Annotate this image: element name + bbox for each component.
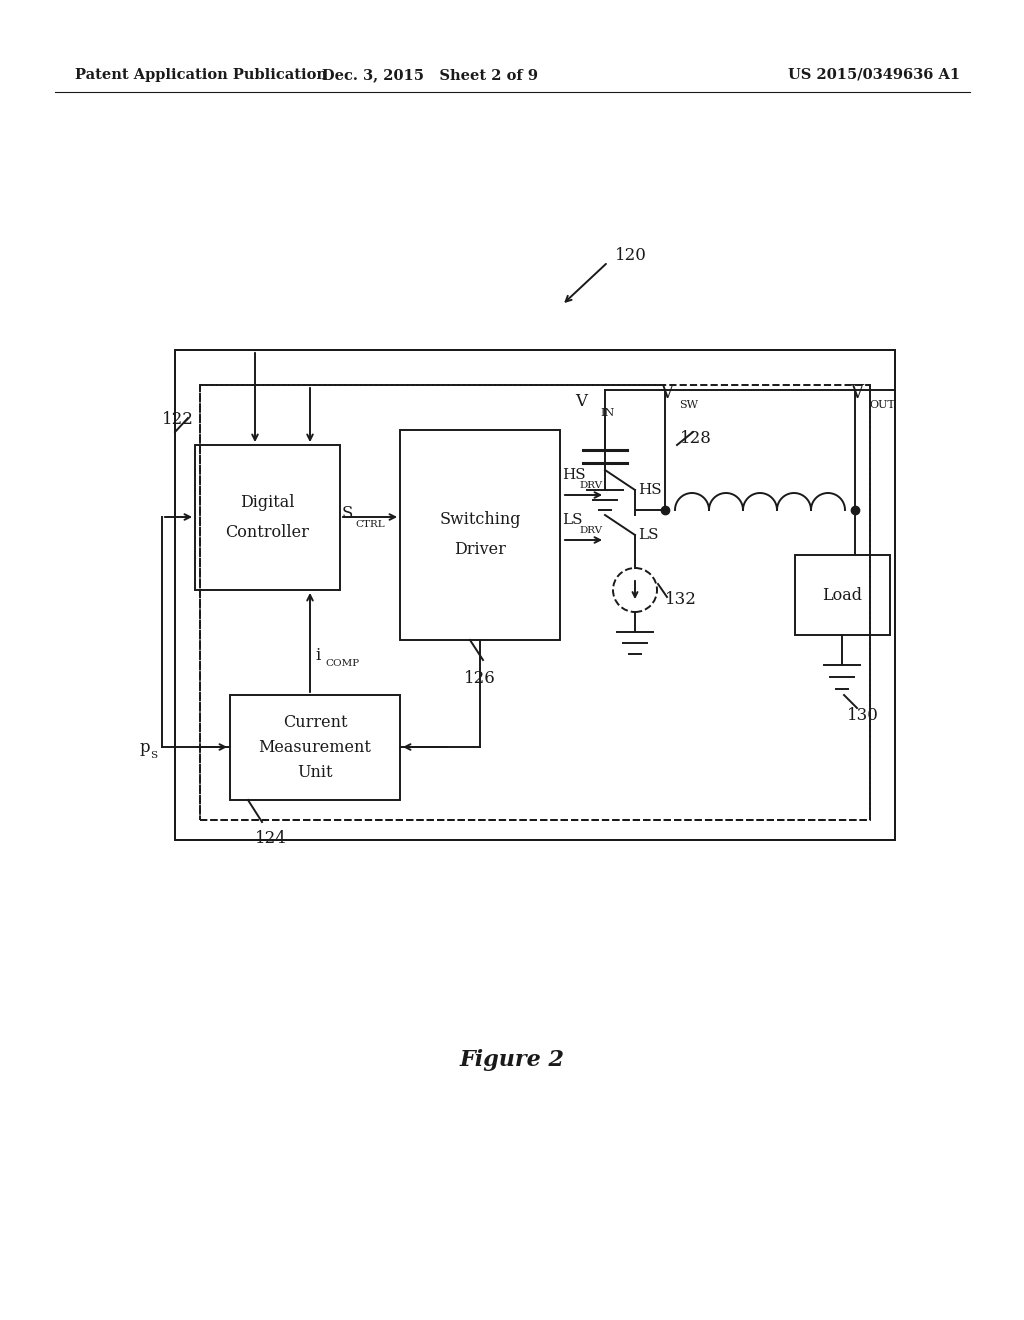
Text: Figure 2: Figure 2 bbox=[460, 1049, 564, 1071]
Text: CTRL: CTRL bbox=[355, 520, 385, 529]
Text: LS: LS bbox=[638, 528, 658, 543]
Text: S: S bbox=[342, 506, 353, 521]
Text: HS: HS bbox=[638, 483, 662, 498]
Text: OUT: OUT bbox=[869, 400, 895, 411]
Text: SW: SW bbox=[679, 400, 698, 411]
Text: 130: 130 bbox=[847, 706, 879, 723]
Text: 122: 122 bbox=[162, 412, 194, 429]
Text: i: i bbox=[315, 647, 321, 664]
Text: DRV: DRV bbox=[579, 525, 602, 535]
Text: 132: 132 bbox=[665, 591, 697, 609]
Text: Measurement: Measurement bbox=[259, 739, 372, 756]
Text: Unit: Unit bbox=[297, 764, 333, 781]
Bar bbox=[400, 430, 560, 640]
Text: Driver: Driver bbox=[454, 541, 506, 558]
Bar bbox=[795, 554, 890, 635]
Bar bbox=[175, 350, 895, 840]
Bar bbox=[230, 696, 400, 800]
Bar bbox=[200, 385, 870, 820]
Text: Switching: Switching bbox=[439, 511, 521, 528]
Text: 128: 128 bbox=[680, 430, 712, 447]
Text: 124: 124 bbox=[255, 830, 287, 847]
Text: Digital: Digital bbox=[241, 494, 295, 511]
Text: 126: 126 bbox=[464, 671, 496, 686]
Text: COMP: COMP bbox=[325, 659, 359, 668]
Text: HS: HS bbox=[562, 469, 586, 482]
Text: V: V bbox=[575, 393, 587, 411]
Text: US 2015/0349636 A1: US 2015/0349636 A1 bbox=[787, 69, 961, 82]
Text: IN: IN bbox=[600, 408, 614, 418]
Text: Dec. 3, 2015   Sheet 2 of 9: Dec. 3, 2015 Sheet 2 of 9 bbox=[322, 69, 538, 82]
Text: Current: Current bbox=[283, 714, 347, 731]
Text: Controller: Controller bbox=[225, 524, 309, 541]
Text: DRV: DRV bbox=[579, 480, 602, 490]
Text: p: p bbox=[140, 738, 151, 755]
Text: 120: 120 bbox=[615, 247, 647, 264]
Text: S: S bbox=[150, 751, 157, 759]
Text: Patent Application Publication: Patent Application Publication bbox=[75, 69, 327, 82]
Text: V: V bbox=[850, 384, 863, 403]
Text: LS: LS bbox=[562, 513, 583, 527]
Text: V: V bbox=[660, 384, 673, 403]
Bar bbox=[195, 445, 340, 590]
Text: Load: Load bbox=[822, 586, 862, 603]
